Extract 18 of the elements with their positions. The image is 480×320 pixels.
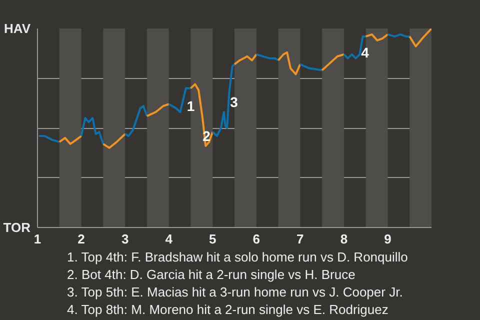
annotation: 4 [361,44,370,60]
text: TOR [3,220,32,235]
text: 2. Bot 4th: D. Garcia hit a 2-run single vs H. Bruce [67,267,356,282]
x-tick-label: 4 [165,232,174,246]
x-tick-label: 9 [384,232,392,246]
text: 4. Top 8th: M. Moreno hit a 2-run single vs E. Rodriguez [67,302,388,317]
text: 1. Top 4th: F. Bradshaw hit a solo home run vs D. Ronquillo [67,250,408,264]
x-tick-label: 7 [296,232,304,246]
text: HAV [4,21,31,36]
x-tick-label: 3 [121,232,129,246]
x-tick-label: 5 [208,232,216,246]
x-tick-label: 8 [340,232,348,246]
annotation: 1 [186,98,195,114]
annotation: 3 [230,94,238,110]
x-tick-label: 6 [252,232,260,246]
x-tick-label: 2 [78,232,85,246]
x-tick-label: 1 [34,232,42,246]
text: 3. Top 5th: E. Macias hit a 3-run home run vs J. Cooper Jr. [67,284,403,300]
